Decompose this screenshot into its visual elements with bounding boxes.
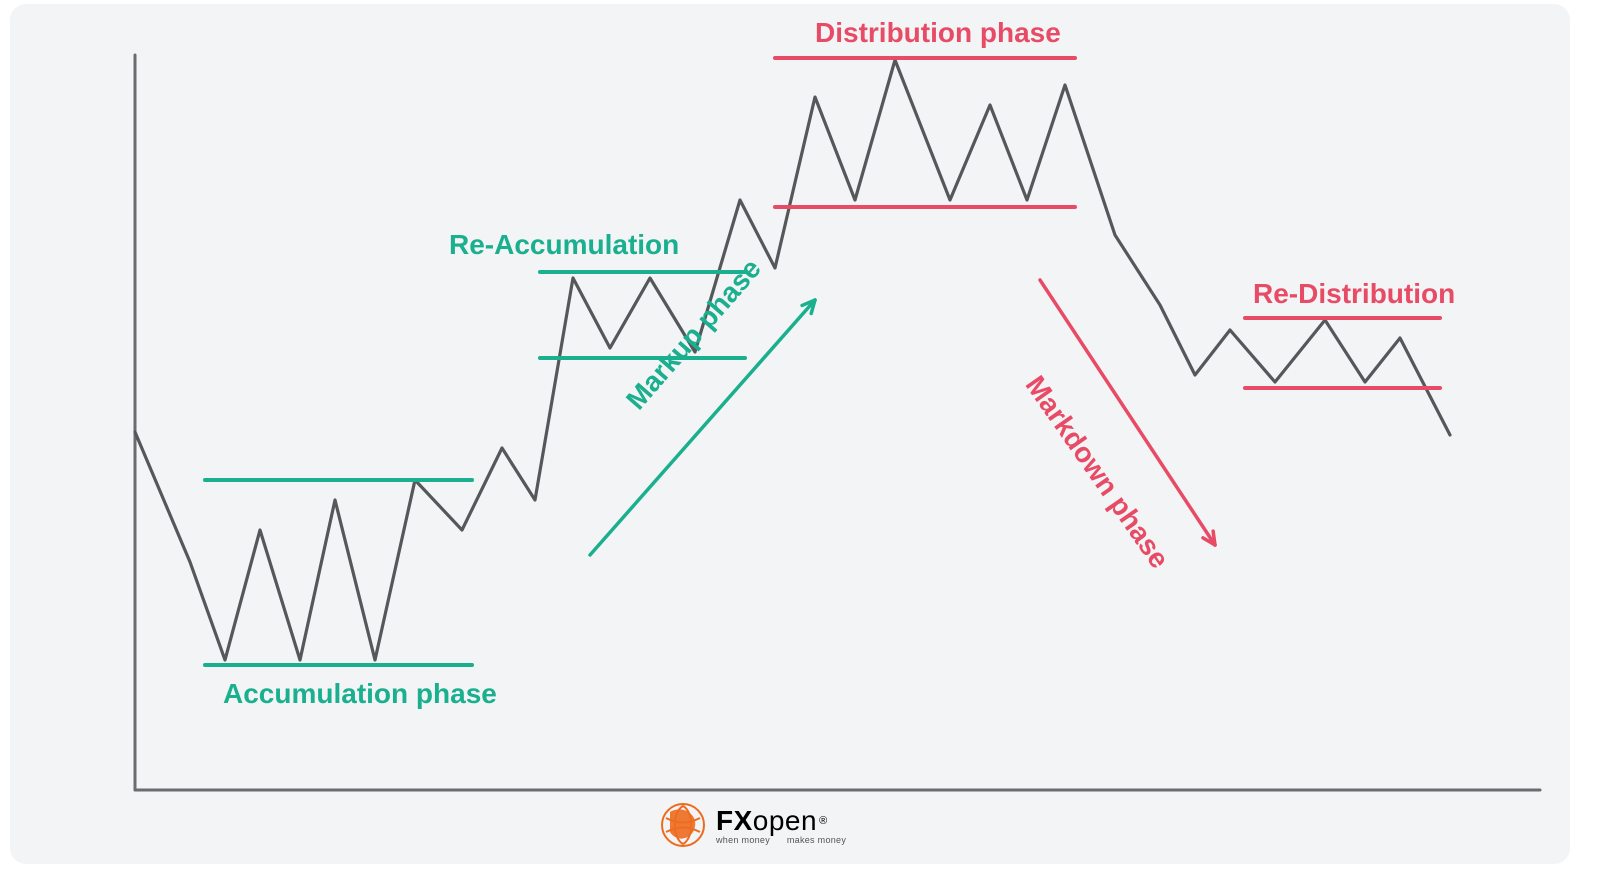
logo-tagline-right: makes money [787, 835, 846, 845]
logo-tagline-left: when money [716, 835, 770, 845]
canvas-root: Accumulation phase Re-Accumulation Marku… [0, 0, 1600, 879]
fxopen-logo-text: FXopen® when money makes money [716, 805, 846, 845]
logo-open-text: open [753, 805, 817, 836]
distribution-phase-label: Distribution phase [815, 17, 1061, 49]
registered-mark-icon: ® [819, 815, 827, 827]
fxopen-logo: FXopen® when money makes money [660, 802, 846, 848]
re-distribution-label: Re-Distribution [1253, 278, 1455, 310]
re-accumulation-label: Re-Accumulation [449, 229, 679, 261]
accumulation-phase-label: Accumulation phase [223, 678, 497, 710]
logo-fx-text: FX [716, 805, 753, 836]
wyckoff-cycle-chart [0, 0, 1600, 879]
fxopen-logo-icon [660, 802, 706, 848]
logo-tagline: when money makes money [716, 835, 846, 845]
